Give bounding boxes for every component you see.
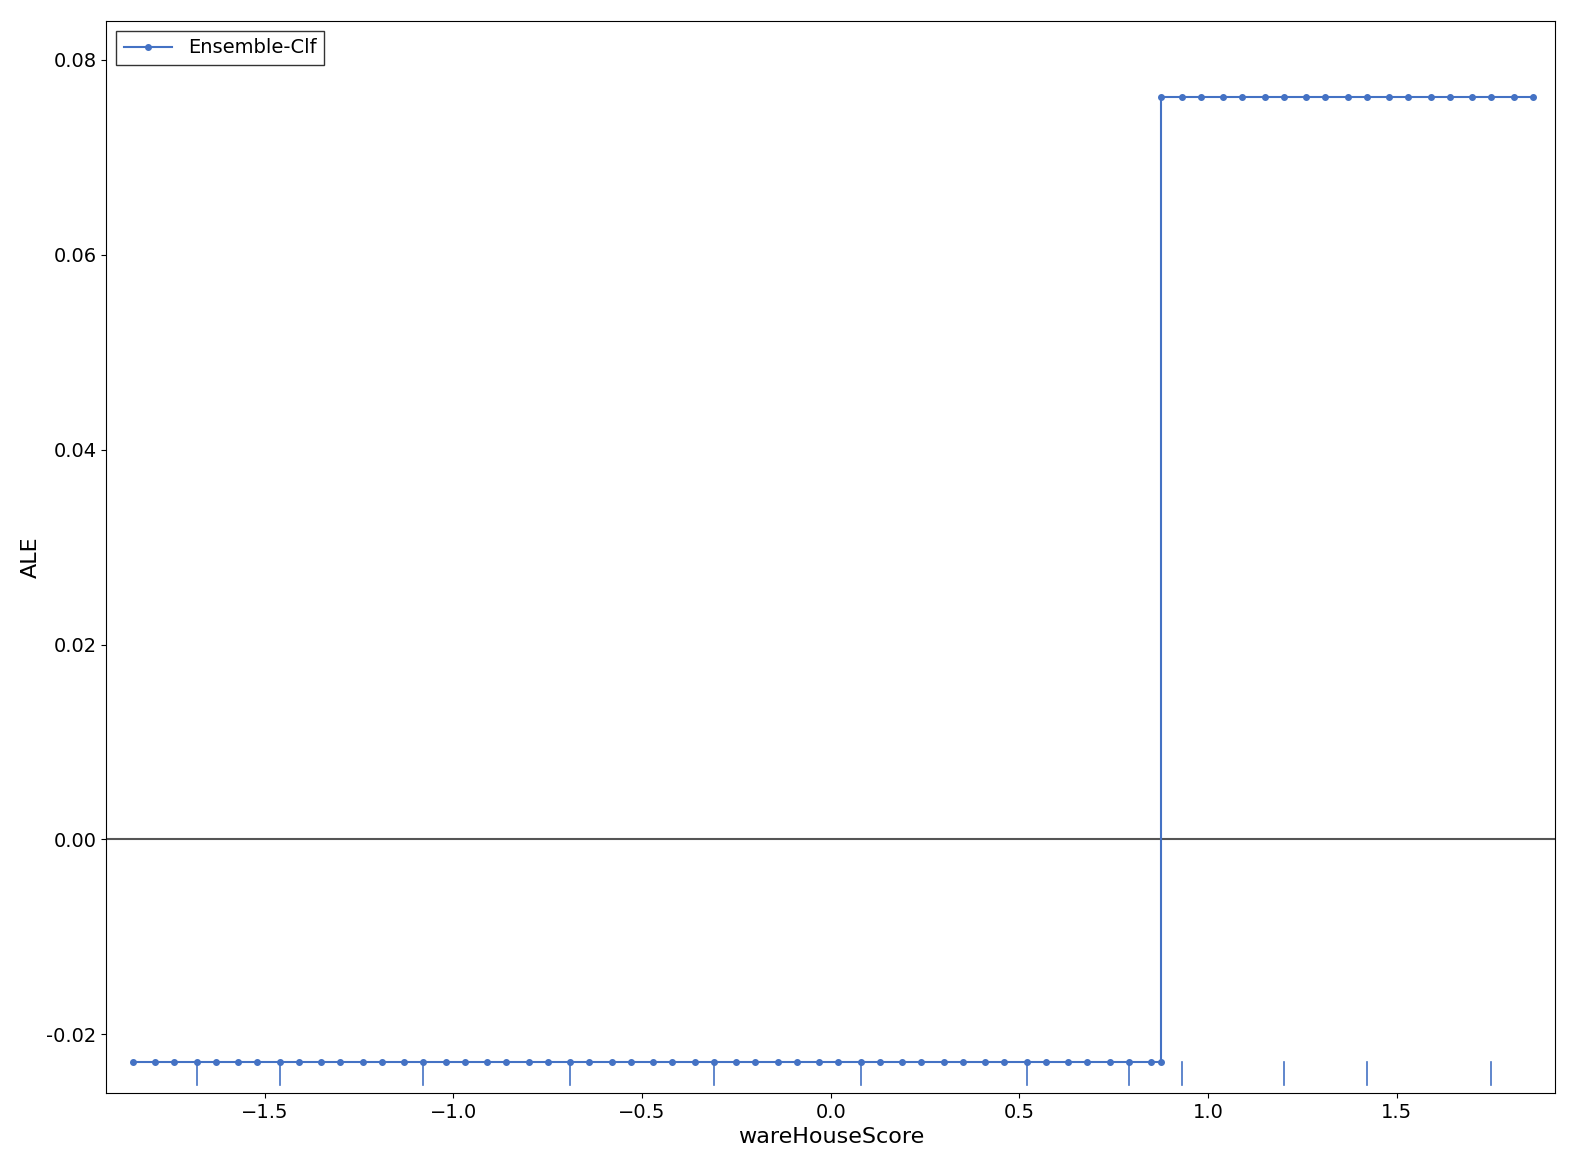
Line: Ensemble-Clf: Ensemble-Clf [129, 95, 1535, 1064]
Ensemble-Clf [1316, 90, 1335, 104]
Ensemble-Clf [312, 1055, 331, 1069]
Legend: Ensemble-Clf: Ensemble-Clf [117, 30, 325, 65]
Ensemble-Clf [913, 1055, 931, 1069]
Ensemble-Clf [123, 1055, 142, 1069]
Y-axis label: ALE: ALE [20, 536, 41, 578]
Ensemble-Clf [455, 1055, 474, 1069]
Ensemble-Clf [1522, 90, 1541, 104]
Ensemble-Clf [1152, 90, 1171, 104]
X-axis label: wareHouseScore: wareHouseScore [738, 1127, 924, 1147]
Ensemble-Clf [1338, 90, 1357, 104]
Ensemble-Clf [561, 1055, 580, 1069]
